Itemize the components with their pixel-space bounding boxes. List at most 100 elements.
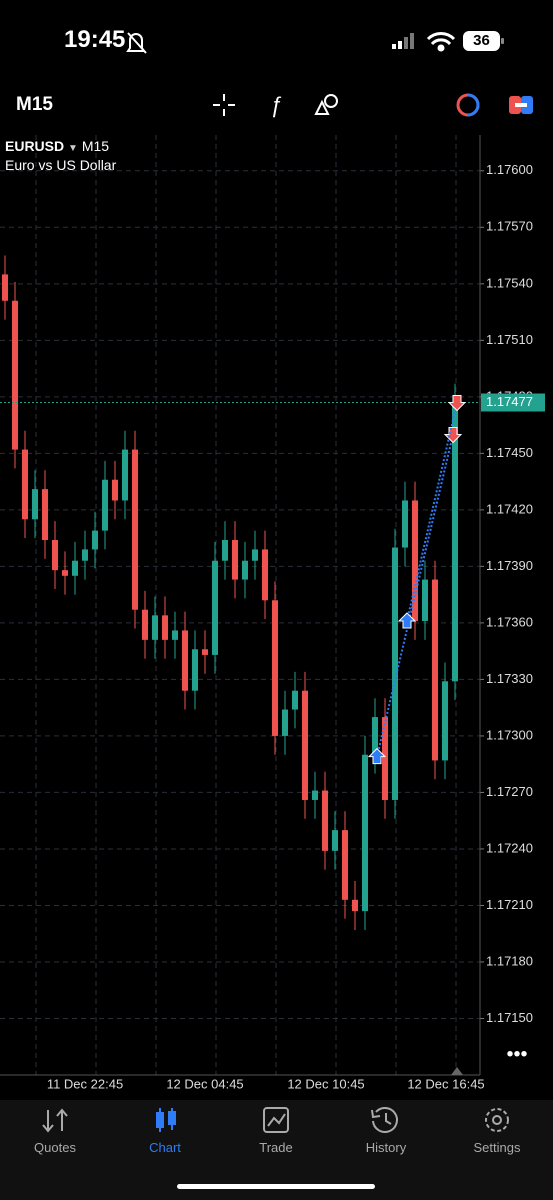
account-icon[interactable] [456,93,480,117]
mute-icon [126,32,147,54]
chart-timeframe: M15 [81,138,110,154]
candle-body [352,899,358,912]
candle-body [142,609,148,640]
x-tick-label: 11 Dec 22:45 [47,1076,123,1091]
quotes-icon[interactable] [42,1108,68,1133]
candle-body [52,540,58,571]
y-tick-label: 1.17180 [486,953,533,968]
nav-label[interactable]: Settings [473,1140,521,1155]
chart-icon[interactable] [156,1108,176,1132]
candle-body [182,630,188,691]
chart: 1.176001.175701.175401.175101.174801.174… [0,135,545,1091]
y-tick-label: 1.17270 [486,784,533,799]
history-icon[interactable] [371,1107,398,1133]
y-tick-label: 1.17240 [486,840,533,855]
top-icons: ƒ [126,31,533,117]
candle-body [422,579,428,622]
candle-body [372,717,378,755]
crosshair-icon[interactable] [213,94,235,116]
y-tick-label: 1.17420 [486,501,533,516]
timeframe-button[interactable]: M15 [16,94,53,115]
trade-line [406,402,458,622]
nav-label[interactable]: History [365,1140,407,1155]
y-tick-label: 1.17600 [486,162,533,177]
candle-body [312,790,318,800]
candle-body [362,754,368,912]
candle-body [292,690,298,710]
symbol-dropdown[interactable]: ▼ [68,143,78,154]
candle-body [72,560,78,576]
candle-body [322,790,328,851]
y-tick-label: 1.17510 [486,332,533,347]
candle-body [82,549,88,561]
candle-body [122,449,128,501]
settings-icon[interactable] [485,1108,509,1132]
candle-body [92,530,98,550]
home-indicator [177,1184,375,1189]
buy-arrow [367,747,387,765]
status-time: 19:45 [64,26,126,53]
candle-body [62,570,68,576]
candle-body [442,681,448,761]
trade-line [376,434,454,757]
nav-label[interactable]: Trade [259,1140,293,1155]
candle-body [162,615,168,640]
candle-body [402,500,408,548]
x-tick-label: 12 Dec 04:45 [166,1076,243,1091]
candle-body [382,717,388,800]
wifi-icon [426,32,456,52]
trade-icon[interactable] [509,96,533,114]
y-tick-label: 1.17150 [486,1010,533,1025]
nav-label[interactable]: Chart [149,1140,181,1155]
y-tick-label: 1.17570 [486,219,533,234]
battery-tip [501,38,504,44]
candle-body [172,630,178,640]
x-tick-label: 12 Dec 16:45 [407,1076,484,1091]
nav-label[interactable]: Quotes [34,1140,76,1155]
nav-icons [42,1107,509,1189]
candle-body [262,549,268,601]
y-tick-label: 1.17360 [486,614,533,629]
candle-body [252,549,258,561]
candle-body [42,489,48,541]
candle-body [432,579,438,761]
sell-arrow [443,427,463,444]
candle-body [332,830,338,851]
objects-icon[interactable] [314,94,338,115]
y-tick-label: 1.17540 [486,275,533,290]
candle-body [412,500,418,622]
candle-body [212,560,218,655]
y-tick-label: 1.17390 [486,558,533,573]
candle-body [132,449,138,610]
buy-arrow [397,612,417,629]
candle-body [282,709,288,736]
current-price-label: 1.17477 [486,394,533,409]
candle-body [112,479,118,501]
candle-body [222,540,228,561]
symbol-description: Euro vs US Dollar [5,157,117,173]
symbol: EURUSD [5,138,65,154]
sell-arrow [447,394,467,412]
candle-body [342,830,348,900]
trade-nav-icon[interactable] [263,1107,289,1133]
y-tick-label: 1.17300 [486,727,533,742]
battery-icon [463,31,500,51]
scroll-marker [451,1067,463,1075]
battery-level: 36 [473,32,490,49]
signal-icon [392,33,414,49]
candle-body [232,540,238,580]
candle-body [452,402,458,682]
candle-body [102,479,108,531]
x-tick-label: 12 Dec 10:45 [287,1076,364,1091]
more-button: ••• [506,1043,527,1065]
indicator-icon[interactable]: ƒ [270,92,282,117]
candle-body [12,300,18,450]
bottom-nav [0,1100,553,1200]
candle-body [192,649,198,691]
y-tick-label: 1.17450 [486,445,533,460]
candle-body [32,489,38,520]
y-tick-label: 1.17330 [486,671,533,686]
candle-body [22,449,28,520]
candle-body [202,649,208,655]
